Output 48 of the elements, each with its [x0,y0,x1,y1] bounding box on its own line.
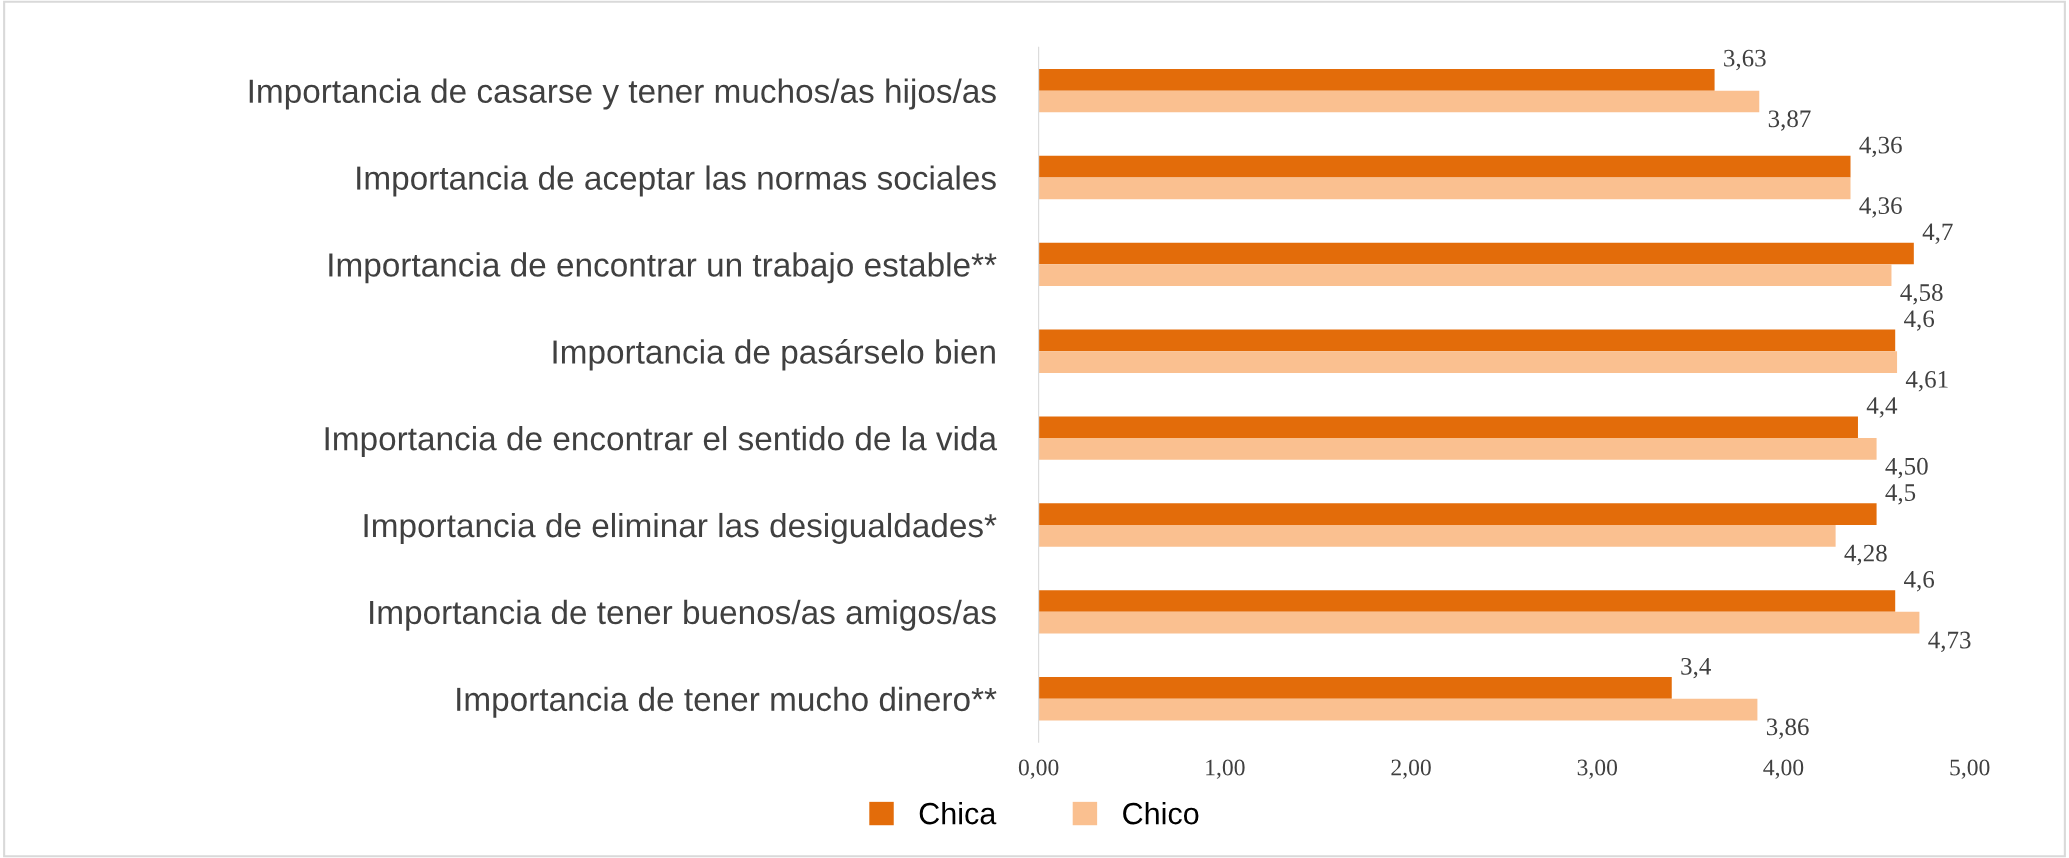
x-tick-label: 1,00 [1206,759,1245,779]
data-label: 3,86 [1766,718,1809,739]
legend-label: Chico [1123,802,1199,825]
data-label: 4,58 [1900,284,1943,305]
data-label: 4,36 [1859,136,1902,158]
data-label: 3,63 [1724,49,1766,71]
x-tick-label: 4,00 [1763,759,1804,779]
bar [1038,329,1896,352]
y-tick-label: Importancia de aceptar las normas sociales [357,165,996,197]
y-tick-label: Importancia de tener buenos/as amigos/as [370,599,996,631]
data-label: 4,6 [1904,571,1935,592]
data-label: 4,73 [1928,631,1971,653]
y-tick-label: Importancia de pasárselo bien [553,338,995,371]
data-label: 3,4 [1681,657,1711,679]
data-label: 4,36 [1859,197,1902,218]
x-tick-label: 2,00 [1391,759,1431,779]
bar [1038,242,1914,265]
y-tick-label: Importancia de casarse y tener muchos/as hijos/as [249,78,996,110]
legend-label: Chica [919,802,997,825]
bar [1038,590,1896,612]
bar [1038,698,1758,721]
data-label: 3,87 [1768,110,1811,131]
bar [1038,68,1715,91]
y-tick-label: Importancia de encontrar un trabajo estable** [329,252,997,284]
y-tick-label: Importancia de tener mucho dinero** [457,686,997,718]
x-tick-label: 0,00 [1018,759,1059,779]
data-label: 4,61 [1905,371,1948,392]
bar [1038,155,1851,178]
x-tick-label: 3,00 [1577,759,1618,779]
bar [1038,264,1892,287]
y-tick-label: Importancia de eliminar las desigualdades* [364,512,997,544]
bar [1038,351,1898,373]
bar [1038,503,1877,525]
x-tick-label: 5,00 [1950,759,1990,779]
data-label: 4,4 [1866,397,1898,418]
bar [1038,90,1760,113]
bar [1038,438,1877,460]
bar [1038,611,1920,634]
bar [1038,524,1836,547]
data-label: 4,50 [1885,457,1928,479]
data-label: 4,28 [1844,544,1887,566]
bar [1038,677,1672,699]
data-label: 4,5 [1885,484,1916,505]
data-label: 4,6 [1904,310,1935,331]
bar [1038,177,1851,200]
bar [1038,416,1858,439]
y-tick-label: Importancia de encontrar el sentido de la vida [325,426,998,458]
data-label: 4,7 [1922,223,1953,244]
